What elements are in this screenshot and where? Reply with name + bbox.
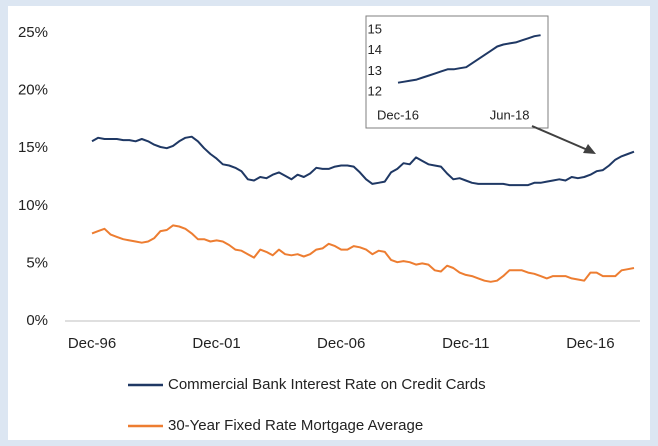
x-tick-label: Jun-18	[490, 107, 530, 122]
x-tick-label: Dec-16	[377, 107, 419, 122]
legend-label: 30-Year Fixed Rate Mortgage Average	[168, 417, 423, 434]
x-tick-label: Dec-01	[192, 335, 240, 352]
series-line	[397, 34, 541, 84]
y-tick-label: 15	[368, 21, 382, 36]
legend-label: Commercial Bank Interest Rate on Credit …	[168, 376, 486, 393]
arrow-head	[583, 144, 596, 154]
y-tick-label: 20%	[18, 82, 48, 99]
y-tick-label: 12	[368, 83, 382, 98]
y-tick-label: 5%	[26, 254, 48, 271]
main-chart: 0% 5% 10% 15% 20% 25% Dec-96 Dec-01 Dec-06 Dec-11…	[18, 24, 640, 434]
y-tick-label: 15%	[18, 139, 48, 156]
series-line	[91, 135, 635, 187]
y-tick-label: 10%	[18, 197, 48, 214]
x-tick-label: Dec-06	[317, 335, 365, 352]
x-tick-label: Dec-96	[68, 335, 116, 352]
y-tick-label: 14	[368, 42, 382, 57]
x-tick-label: Dec-11	[442, 335, 489, 352]
y-tick-label: 0%	[26, 312, 48, 329]
inset-frame	[365, 15, 549, 129]
x-tick-label: Dec-16	[566, 335, 614, 352]
y-tick-label: 25%	[18, 24, 48, 41]
y-tick-label: 13	[368, 63, 382, 78]
series-line	[91, 224, 635, 283]
inset-arrow	[531, 125, 591, 152]
chart-background	[8, 6, 650, 440]
inset-chart: 12 13 14 15 Dec-16 Jun-18	[368, 21, 541, 122]
